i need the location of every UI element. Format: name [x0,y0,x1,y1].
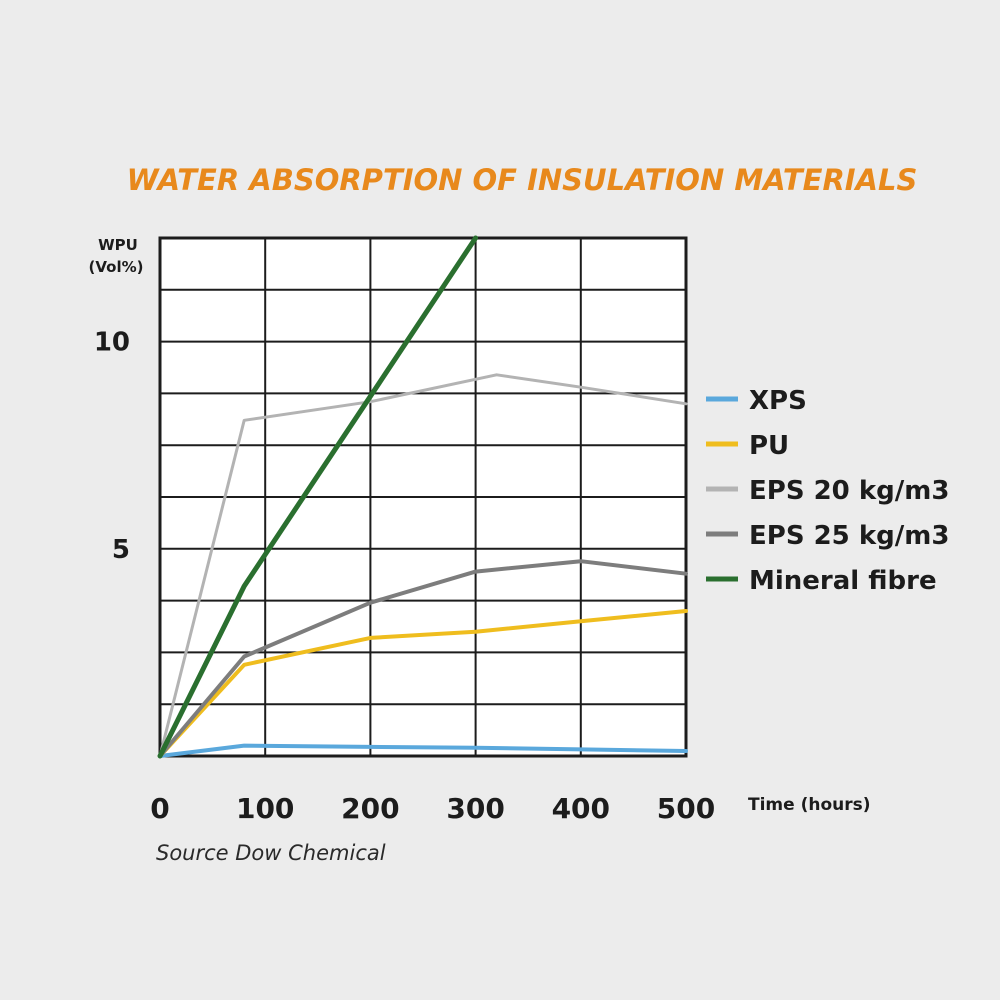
legend-label: PU [749,431,789,461]
source-note: Source Dow Chemical [156,841,386,865]
y-axis-label-line1: WPU [98,236,138,254]
x-tick-label: 300 [446,792,504,825]
x-tick-label: 0 [150,792,169,825]
x-axis-label: Time (hours) [748,795,871,815]
series-line-mineral-fibre [157,235,479,759]
y-tick-label: 10 [94,328,130,358]
chart-title: WATER ABSORPTION OF INSULATION MATERIALS [127,163,918,197]
series-line-xps [158,743,688,758]
series-line-eps-20-kg-m3 [158,373,688,758]
series-line-eps-25-kg-m3 [158,559,688,758]
y-axis-label-line2: (Vol%) [89,258,144,276]
series-layer [157,235,688,759]
legend-item: XPS [706,386,807,416]
legend-label: Mineral fibre [749,566,937,596]
x-tick-layer: 0 100 200 300 400 500 [150,792,715,825]
x-tick-label: 400 [552,792,610,825]
legend-label: XPS [749,386,807,416]
x-tick-label: 100 [236,792,294,825]
x-tick-label: 500 [657,792,715,825]
grid [160,238,686,756]
legend-item: EPS 20 kg/m3 [706,476,949,506]
legend-label: EPS 25 kg/m3 [749,521,949,551]
y-tick-layer: 5 10 [94,328,130,565]
series-line-pu [158,609,688,758]
legend-item: PU [706,431,789,461]
legend-label: EPS 20 kg/m3 [749,476,949,506]
y-tick-label: 5 [112,535,130,565]
x-tick-label: 200 [341,792,399,825]
legend-item: EPS 25 kg/m3 [706,521,949,551]
legend: XPS PU EPS 20 kg/m3 EPS 25 kg/m3 Mineral fib… [706,386,949,596]
legend-item: Mineral fibre [706,566,937,596]
